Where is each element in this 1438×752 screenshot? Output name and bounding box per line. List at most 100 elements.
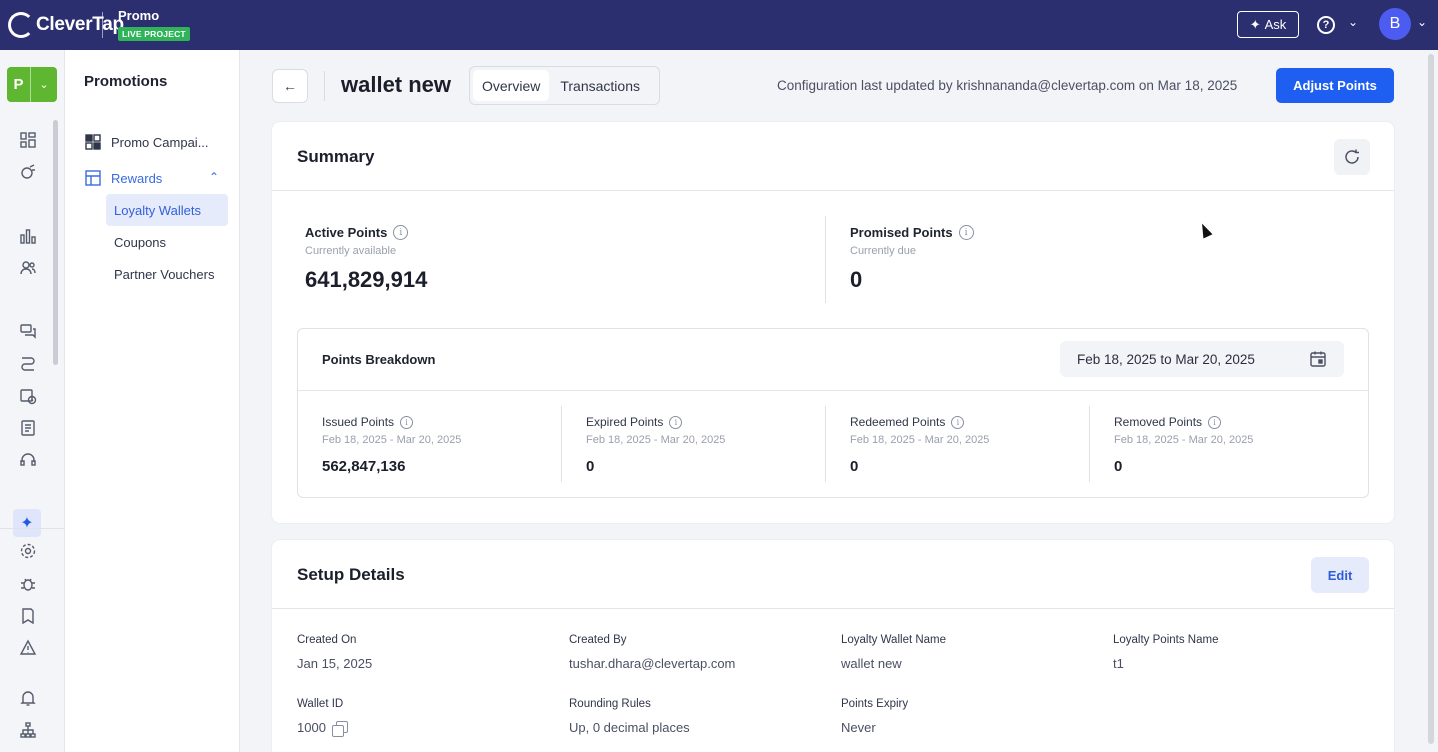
card-separator	[272, 190, 1394, 191]
grid-icon	[84, 133, 102, 151]
sidebar-item-rewards[interactable]: Rewards	[84, 163, 162, 193]
redeemed-points-range: Feb 18, 2025 - Mar 20, 2025	[850, 434, 990, 446]
summary-card: Summary Active Points i Currently availa…	[272, 122, 1394, 523]
chevron-down-icon[interactable]: ⌄	[1348, 15, 1359, 29]
docs-icon[interactable]	[18, 606, 38, 626]
copy-icon[interactable]	[331, 720, 348, 737]
adjust-points-button[interactable]: Adjust Points	[1276, 68, 1394, 103]
campaigns-icon[interactable]	[18, 162, 38, 182]
edit-button[interactable]: Edit	[1311, 557, 1369, 593]
active-points-label: Active Points i	[305, 225, 409, 240]
chevron-down-icon[interactable]: ⌄	[1417, 15, 1428, 29]
removed-points-value: 0	[1114, 458, 1123, 475]
sparkle-icon: ✦	[1249, 16, 1261, 32]
live-project-badge: LIVE PROJECT	[118, 27, 190, 41]
points-name-label: Loyalty Points Name	[1113, 634, 1219, 646]
dashboard-icon[interactable]	[18, 130, 38, 150]
issued-points-label: Issued Points i	[322, 415, 414, 429]
info-icon[interactable]: i	[958, 225, 974, 240]
support-icon[interactable]	[18, 450, 38, 470]
promised-points-value: 0	[850, 267, 863, 292]
rounding-rules-label: Rounding Rules	[569, 698, 651, 710]
ask-button[interactable]: ✦ Ask	[1237, 11, 1299, 38]
refresh-button[interactable]	[1334, 139, 1370, 175]
points-expiry-label: Points Expiry	[841, 698, 909, 710]
promotions-sidebar: Promotions Promo Campai... Rewards ⌃ Loy…	[65, 50, 240, 752]
info-icon[interactable]: i	[1208, 415, 1222, 429]
project-switcher[interactable]: Promo LIVE PROJECT	[118, 8, 190, 42]
created-by-label: Created By	[569, 634, 627, 646]
removed-points-label: Removed Points i	[1114, 415, 1222, 429]
chevron-down-icon: ⌄	[39, 79, 49, 91]
refresh-icon	[1345, 149, 1359, 164]
debug-icon[interactable]	[18, 574, 38, 594]
info-icon[interactable]: i	[951, 415, 965, 429]
chevron-up-icon[interactable]: ⌃	[209, 170, 220, 184]
logo-mark-icon	[8, 12, 34, 38]
tab-overview[interactable]: Overview	[473, 70, 550, 101]
wallet-name-value: wallet new	[841, 656, 902, 671]
journeys-icon[interactable]	[18, 353, 38, 373]
points-name-value: t1	[1113, 656, 1124, 671]
top-bar: CleverTap Promo LIVE PROJECT ✦ Ask ? ⌄ B…	[0, 0, 1438, 50]
ai-sparkle-icon[interactable]: ✦	[13, 509, 41, 537]
summary-title: Summary	[297, 147, 375, 166]
breakdown-title: Points Breakdown	[322, 352, 436, 367]
page-title: wallet new	[341, 72, 452, 97]
wallet-id-value: 1000	[297, 720, 348, 737]
card-separator	[272, 608, 1394, 609]
expired-points-column: Expired Points i Feb 18, 2025 - Mar 20, 2…	[562, 390, 826, 498]
created-by-value: tushar.dhara@clevertap.com	[569, 656, 736, 671]
created-on-label: Created On	[297, 634, 357, 646]
notifications-icon[interactable]	[18, 688, 38, 708]
date-range-picker[interactable]: Feb 18, 2025 to Mar 20, 2025	[1060, 341, 1344, 377]
schedule-icon[interactable]	[18, 386, 38, 406]
view-tabs: Overview Transactions	[469, 66, 660, 105]
sidebar-item-loyalty-wallets[interactable]: Loyalty Wallets	[106, 194, 228, 226]
tab-transactions[interactable]: Transactions	[560, 77, 640, 94]
calendar-icon	[1310, 351, 1326, 367]
points-breakdown-panel: Points Breakdown Feb 18, 2025 to Mar 20,…	[297, 328, 1369, 498]
alerts-icon[interactable]	[18, 638, 38, 658]
topbar-divider	[102, 12, 103, 38]
config-updated-text: Configuration last updated by krishnanan…	[777, 78, 1238, 93]
layout-icon	[84, 169, 102, 187]
column-divider	[561, 406, 562, 482]
column-divider	[825, 406, 826, 482]
sidebar-title: Promotions	[84, 73, 168, 90]
analytics-icon[interactable]	[18, 226, 38, 246]
sidebar-item-coupons[interactable]: Coupons	[114, 234, 167, 250]
removed-points-column: Removed Points i Feb 18, 2025 - Mar 20, 2…	[1090, 390, 1354, 498]
back-button[interactable]: ←	[272, 69, 308, 103]
org-chart-icon[interactable]	[18, 720, 38, 740]
breakdown-separator	[298, 390, 1368, 391]
sidebar-item-partner-vouchers[interactable]: Partner Vouchers	[114, 266, 215, 282]
settings-icon[interactable]	[18, 541, 38, 561]
rail-scrollbar[interactable]	[53, 120, 58, 365]
catalog-icon[interactable]	[18, 418, 38, 438]
info-icon[interactable]: i	[400, 415, 414, 429]
column-divider	[1089, 406, 1090, 482]
promised-points-sub: Currently due	[850, 245, 917, 257]
messages-icon[interactable]	[18, 321, 38, 341]
created-on-value: Jan 15, 2025	[297, 656, 373, 671]
segments-icon[interactable]	[18, 258, 38, 278]
info-icon[interactable]: i	[669, 415, 683, 429]
redeemed-points-label: Redeemed Points i	[850, 415, 965, 429]
wallet-id-label: Wallet ID	[297, 698, 344, 710]
rounding-rules-value: Up, 0 decimal places	[569, 720, 690, 735]
clevertap-logo[interactable]: CleverTap	[8, 10, 124, 40]
page-scrollbar[interactable]	[1428, 54, 1434, 744]
redeemed-points-value: 0	[850, 458, 859, 475]
help-icon[interactable]: ?	[1317, 16, 1335, 34]
issued-points-column: Issued Points i Feb 18, 2025 - Mar 20, 20…	[298, 390, 562, 498]
icon-rail: P ⌄ ✦	[0, 50, 65, 752]
redeemed-points-column: Redeemed Points i Feb 18, 2025 - Mar 20, …	[826, 390, 1090, 498]
avatar[interactable]: B	[1379, 8, 1411, 40]
product-switcher[interactable]: P ⌄	[7, 67, 57, 102]
info-icon[interactable]: i	[393, 225, 409, 240]
active-points-sub: Currently available	[305, 245, 397, 257]
sidebar-item-promo-campaigns[interactable]: Promo Campai...	[84, 127, 209, 157]
issued-points-value: 562,847,136	[322, 458, 406, 475]
setup-title: Setup Details	[297, 565, 405, 584]
